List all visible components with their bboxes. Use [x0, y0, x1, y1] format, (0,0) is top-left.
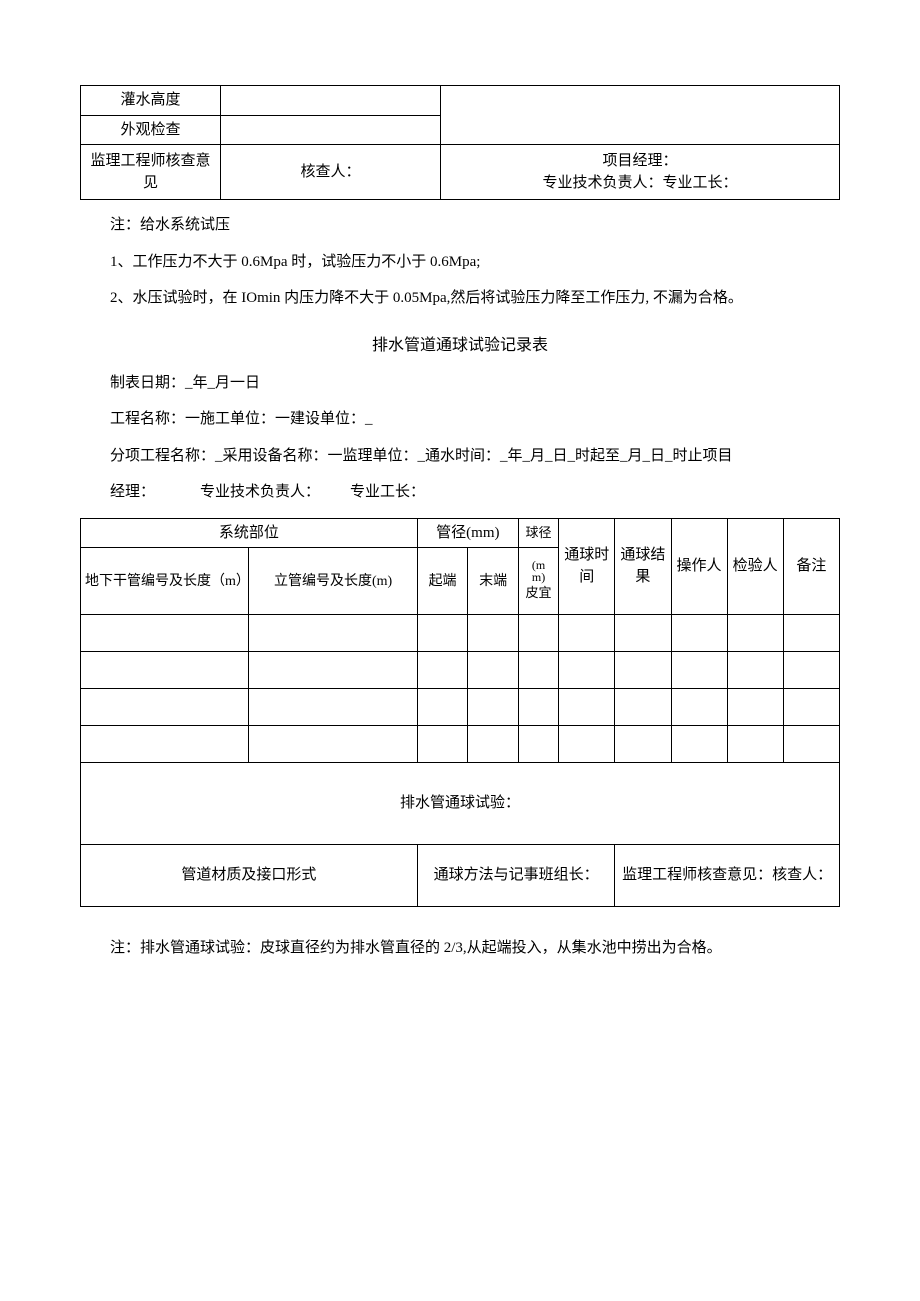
cell-supervisor-review: 监理工程师核查意见：核查人： — [615, 845, 840, 907]
table-water-test: 灌水高度 外观检查 监理工程师核查意见 核查人： 项目经理： 专业技术负责人：专… — [80, 85, 840, 200]
header-ball-time: 通球时间 — [559, 518, 615, 615]
header-start: 起端 — [417, 548, 468, 615]
text-project-manager: 项目经理： — [445, 150, 835, 173]
table-row — [81, 726, 840, 763]
cell-blank-right — [441, 86, 840, 145]
header-ball-result: 通球结果 — [615, 518, 671, 615]
cell-appearance-value — [221, 115, 441, 145]
cell-supervisor-opinion: 监理工程师核查意见 — [81, 145, 221, 200]
table-ball-test: 系统部位 管径(mm) 球径 通球时间 通球结果 操作人 检验人 备注 地下干管… — [80, 518, 840, 908]
form-date: 制表日期：_年_月一日 — [80, 372, 840, 395]
header-operator: 操作人 — [671, 518, 727, 615]
cell-method-leader: 通球方法与记事班组长： — [417, 845, 615, 907]
note-line0: 注：给水系统试压 — [80, 214, 840, 237]
cell-reviewer: 核查人： — [221, 145, 441, 200]
header-remark: 备注 — [783, 518, 839, 615]
header-ball-label: (mm) 皮宜 — [518, 548, 558, 615]
cell-fill-height-label: 灌水高度 — [81, 86, 221, 116]
note-ball-test: 注：排水管通球试验：皮球直径约为排水管直径的 2/3,从起端投入，从集水池中捞出… — [80, 937, 840, 960]
note-line1: 1、工作压力不大于 0.6Mpa 时，试验压力不小于 0.6Mpa; — [80, 251, 840, 274]
form-subproject: 分项工程名称：_采用设备名称：一监理单位：_通水时间：_年_月_日_时起至_月_… — [80, 445, 840, 468]
cell-signatures: 项目经理： 专业技术负责人：专业工长： — [441, 145, 840, 200]
header-system: 系统部位 — [81, 518, 418, 548]
table2-title: 排水管道通球试验记录表 — [80, 334, 840, 358]
header-ball-diameter: 球径 — [518, 518, 558, 548]
cell-appearance-label: 外观检查 — [81, 115, 221, 145]
form-managers: 经理： 专业技术负责人： 专业工长： — [80, 481, 840, 504]
cell-fill-height-value — [221, 86, 441, 116]
header-riser: 立管编号及长度(m) — [249, 548, 417, 615]
text-tech-lead-foreman: 专业技术负责人：专业工长： — [445, 172, 835, 195]
header-end: 末端 — [468, 548, 519, 615]
table-row — [81, 652, 840, 689]
table-row — [81, 689, 840, 726]
header-underground: 地下干管编号及长度（m） — [81, 548, 249, 615]
header-inspector: 检验人 — [727, 518, 783, 615]
row-drain-test: 排水管通球试验： — [81, 763, 840, 845]
table-row — [81, 615, 840, 652]
header-pipe: 管径(mm) — [417, 518, 518, 548]
cell-material: 管道材质及接口形式 — [81, 845, 418, 907]
note-line2: 2、水压试验时，在 IOmin 内压力降不大于 0.05Mpa,然后将试验压力降… — [80, 287, 840, 310]
form-names: 工程名称：一施工单位：一建设单位：_ — [80, 408, 840, 431]
